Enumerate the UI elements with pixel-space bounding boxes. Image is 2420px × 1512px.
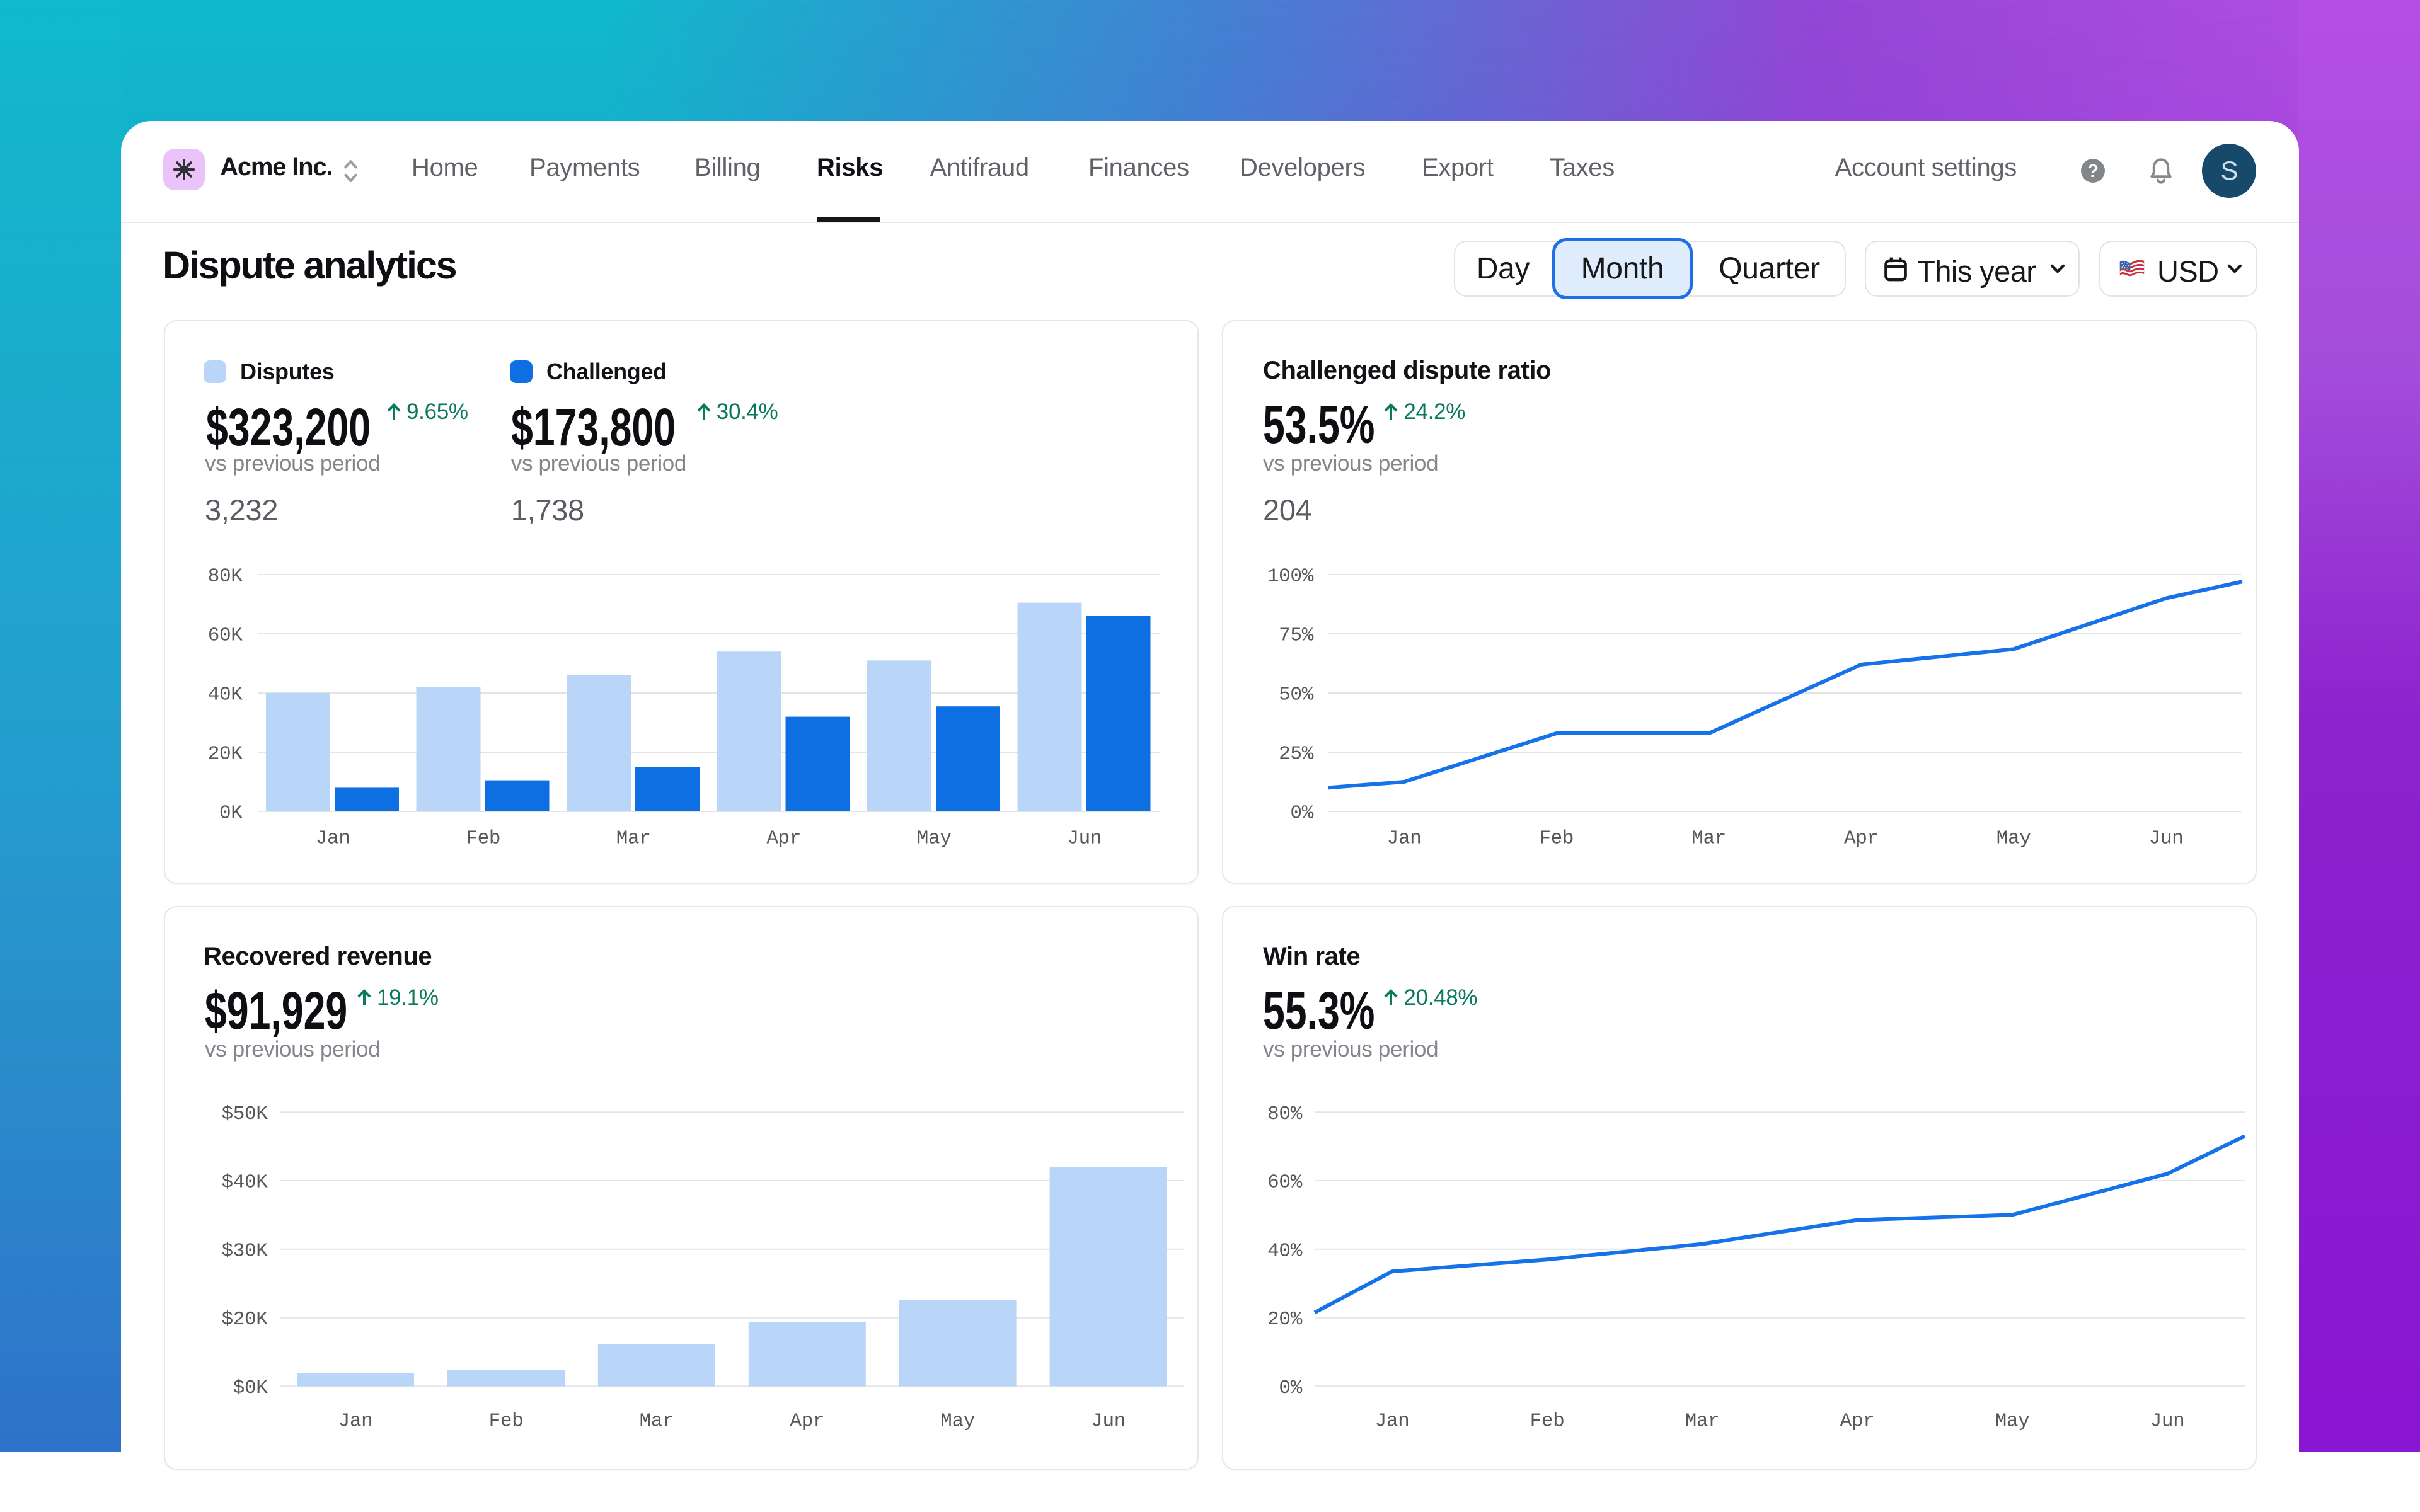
svg-text:May: May (917, 828, 952, 850)
svg-text:Feb: Feb (466, 828, 500, 850)
svg-text:Feb: Feb (489, 1411, 524, 1433)
svg-text:Feb: Feb (1530, 1411, 1565, 1433)
svg-text:$30K: $30K (221, 1240, 268, 1262)
svg-text:Jun: Jun (2149, 828, 2184, 850)
svg-text:May: May (1995, 1411, 2030, 1433)
svg-text:Mar: Mar (616, 828, 651, 850)
svg-text:60K: 60K (208, 625, 243, 647)
svg-text:25%: 25% (1279, 743, 1314, 765)
svg-text:$0K: $0K (233, 1377, 268, 1399)
svg-text:40K: 40K (208, 684, 243, 706)
svg-text:0%: 0% (1279, 1377, 1302, 1399)
svg-text:Jan: Jan (1387, 828, 1422, 850)
svg-text:Jun: Jun (1067, 828, 1102, 850)
svg-text:20%: 20% (1267, 1309, 1303, 1331)
svg-text:80K: 80K (208, 566, 243, 588)
svg-text:60%: 60% (1267, 1172, 1303, 1194)
svg-text:?: ? (2087, 161, 2098, 181)
svg-text:0K: 0K (219, 803, 243, 825)
svg-text:May: May (940, 1411, 975, 1433)
svg-text:$40K: $40K (221, 1172, 268, 1194)
svg-text:0%: 0% (1290, 803, 1313, 825)
svg-text:Jun: Jun (1091, 1411, 1126, 1433)
svg-text:80%: 80% (1267, 1103, 1303, 1125)
svg-text:$20K: $20K (221, 1309, 268, 1331)
svg-text:20K: 20K (208, 743, 243, 765)
svg-text:Apr: Apr (1844, 828, 1879, 850)
svg-text:Apr: Apr (766, 828, 801, 850)
svg-text:Jan: Jan (1375, 1411, 1410, 1433)
svg-text:75%: 75% (1279, 625, 1314, 647)
svg-text:Jan: Jan (338, 1411, 373, 1433)
svg-text:40%: 40% (1267, 1240, 1303, 1262)
svg-text:Apr: Apr (1840, 1411, 1875, 1433)
svg-text:100%: 100% (1267, 566, 1314, 588)
svg-text:$50K: $50K (221, 1103, 268, 1125)
svg-text:May: May (1997, 828, 2031, 850)
svg-text:Mar: Mar (640, 1411, 674, 1433)
svg-text:Feb: Feb (1539, 828, 1574, 850)
svg-text:50%: 50% (1279, 684, 1314, 706)
svg-text:Jun: Jun (2150, 1411, 2185, 1433)
svg-text:Jan: Jan (316, 828, 350, 850)
svg-text:Mar: Mar (1685, 1411, 1720, 1433)
svg-text:Mar: Mar (1691, 828, 1726, 850)
svg-text:Apr: Apr (790, 1411, 824, 1433)
